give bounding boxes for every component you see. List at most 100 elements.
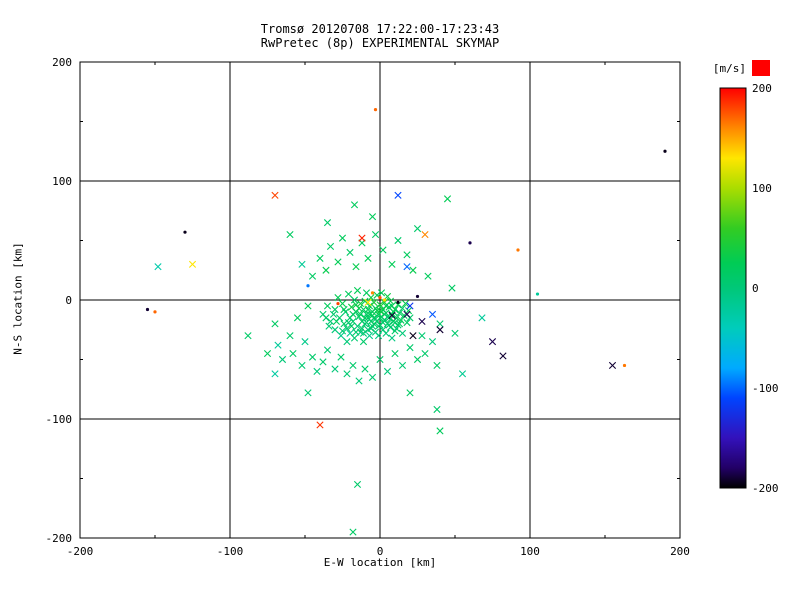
- data-point: [368, 213, 377, 221]
- data-point: [337, 332, 345, 340]
- data-point: [379, 319, 387, 327]
- data-point: [362, 310, 371, 318]
- data-point: [413, 355, 422, 364]
- data-point: [403, 263, 411, 271]
- data-point: [382, 329, 390, 337]
- data-point: [359, 329, 368, 337]
- data-point: [377, 289, 386, 297]
- data-point: [293, 314, 302, 322]
- data-point: [394, 191, 402, 199]
- data-point: [418, 332, 426, 340]
- colorbar-max-swatch: [752, 60, 770, 76]
- data-point: [398, 329, 407, 337]
- data-point: [278, 355, 287, 364]
- data-point: [403, 319, 411, 327]
- data-point: [367, 294, 375, 302]
- data-point: [488, 338, 497, 346]
- data-point: [468, 241, 472, 245]
- data-point: [379, 246, 387, 254]
- data-point: [308, 353, 317, 361]
- x-axis-tick-label: 200: [670, 545, 690, 558]
- data-point: [316, 254, 324, 262]
- data-point: [298, 361, 306, 370]
- data-point: [428, 338, 437, 346]
- data-point: [406, 302, 414, 310]
- data-point: [334, 258, 342, 266]
- data-point: [376, 307, 384, 315]
- data-point: [350, 201, 359, 209]
- data-point: [326, 317, 335, 326]
- data-point: [370, 298, 378, 306]
- data-point: [415, 294, 420, 299]
- data-point: [406, 389, 414, 397]
- data-point: [326, 242, 335, 251]
- data-point: [622, 363, 627, 368]
- data-point: [153, 310, 157, 314]
- data-point: [271, 320, 279, 328]
- plot-title-line2: RwPretec (8p) EXPERIMENTAL SKYMAP: [260, 36, 500, 50]
- data-point: [404, 307, 413, 315]
- data-point: [376, 355, 384, 364]
- data-point: [274, 341, 282, 349]
- colorbar-tick-label: 0: [752, 282, 759, 295]
- data-point: [436, 427, 444, 435]
- data-point: [355, 377, 363, 385]
- data-point: [433, 405, 441, 414]
- data-point: [364, 254, 372, 262]
- colorbar-tick-label: 100: [752, 182, 772, 195]
- data-point: [383, 292, 392, 301]
- data-point: [308, 272, 317, 280]
- x-axis-tick-label: 0: [377, 545, 384, 558]
- data-point: [436, 320, 444, 328]
- data-point: [365, 302, 374, 310]
- y-axis-tick-label: 200: [52, 56, 72, 69]
- data-point: [421, 349, 429, 358]
- data-point: [395, 320, 404, 328]
- data-point: [304, 389, 312, 397]
- colorbar-tick-label: -100: [752, 382, 779, 395]
- data-point: [364, 305, 372, 314]
- data-point: [244, 332, 252, 340]
- data-point: [361, 365, 369, 373]
- data-point: [319, 358, 327, 366]
- data-point: [388, 311, 396, 320]
- data-point: [383, 367, 392, 375]
- data-point: [331, 365, 339, 373]
- data-point: [421, 230, 429, 239]
- y-axis-tick-label: 100: [52, 175, 72, 188]
- data-point: [398, 304, 407, 312]
- data-point: [392, 324, 401, 333]
- data-point: [298, 260, 306, 268]
- data-point: [403, 310, 411, 318]
- data-point: [478, 314, 486, 322]
- data-point: [349, 310, 357, 318]
- data-point: [301, 338, 309, 346]
- data-point: [188, 260, 197, 268]
- data-point: [368, 373, 377, 381]
- data-point: [378, 296, 382, 300]
- data-point: [396, 300, 400, 304]
- data-point: [304, 302, 312, 310]
- data-point: [323, 219, 332, 227]
- data-point: [516, 248, 520, 252]
- data-point: [436, 326, 444, 334]
- data-point: [389, 308, 398, 316]
- y-axis-tick-label: 0: [65, 294, 72, 307]
- data-point: [350, 334, 359, 342]
- data-point: [356, 299, 365, 308]
- x-axis-label: E-W location [km]: [323, 556, 437, 569]
- data-point: [499, 352, 507, 360]
- data-point: [331, 305, 339, 314]
- data-point: [346, 248, 354, 256]
- data-point: [289, 349, 297, 358]
- data-point: [183, 230, 187, 234]
- data-point: [358, 234, 366, 242]
- data-point: [313, 367, 321, 375]
- data-point: [413, 225, 422, 233]
- data-point: [271, 370, 279, 378]
- data-point: [424, 272, 432, 280]
- data-point: [394, 236, 402, 245]
- data-point: [344, 290, 353, 298]
